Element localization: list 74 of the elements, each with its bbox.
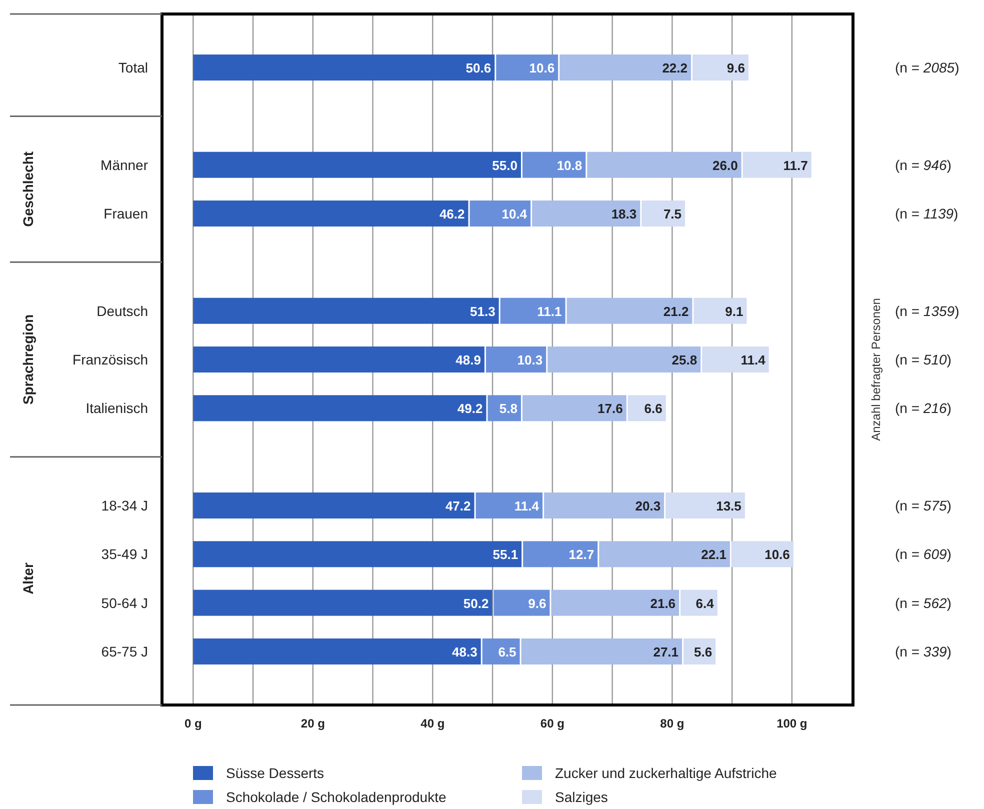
data-label: 10.6 xyxy=(529,60,555,76)
legend-label: Salziges xyxy=(555,789,608,805)
data-label: 10.6 xyxy=(764,547,790,562)
data-label: 21.2 xyxy=(663,304,689,319)
text: (n = 1139) xyxy=(895,206,958,222)
data-label: 21.6 xyxy=(650,596,676,611)
data-label: 13.5 xyxy=(716,498,742,514)
data-label: 5.8 xyxy=(499,401,518,416)
legend-label: Zucker und zuckerhaltige Aufstriche xyxy=(555,765,777,781)
data-label: 7.5 xyxy=(663,206,682,222)
data-label: 5.6 xyxy=(694,644,712,660)
text: Sprachregion xyxy=(20,314,36,405)
data-label: 12.7 xyxy=(568,547,594,562)
legend-label: Süsse Desserts xyxy=(226,765,324,781)
data-label: 17.6 xyxy=(598,401,623,416)
data-label: 22.1 xyxy=(701,547,726,562)
data-label: 22.2 xyxy=(662,60,688,76)
y2-axis-title: Anzahl befragter Personen xyxy=(869,298,883,441)
text: (n = 339) xyxy=(895,643,952,660)
data-label: 6.4 xyxy=(696,596,715,611)
text: (n = 562) xyxy=(895,594,952,611)
data-label: 50.2 xyxy=(463,596,489,611)
text: (n = 575) xyxy=(895,497,952,514)
legend-label: Schokolade / Schokoladenprodukte xyxy=(226,789,446,805)
data-label: 11.4 xyxy=(740,352,766,368)
data-label: 51.3 xyxy=(470,304,496,319)
data-label: 10.3 xyxy=(517,352,543,368)
data-label: 11.4 xyxy=(514,498,540,514)
text: (n = 1359) xyxy=(895,302,960,319)
y-tick-label: 50-64 J xyxy=(101,594,148,611)
data-label: 48.3 xyxy=(452,644,478,660)
y-tick-label: 65-75 J xyxy=(101,643,148,660)
data-label: 55.0 xyxy=(492,158,518,173)
y-tick-label: Italienisch xyxy=(86,400,148,416)
x-tick-label: 40 g xyxy=(420,716,445,731)
data-label: 27.1 xyxy=(653,644,679,660)
data-label: 26.0 xyxy=(712,158,738,173)
data-label: 9.1 xyxy=(725,304,744,319)
text: (n = 2085) xyxy=(895,60,960,76)
data-label: 6.5 xyxy=(498,644,516,660)
text: (n = 946) xyxy=(895,156,952,173)
text: (n = 216) xyxy=(895,400,952,416)
data-label: 50.6 xyxy=(466,60,492,76)
data-label: 11.7 xyxy=(783,158,808,173)
x-tick-label: 100 g xyxy=(776,716,808,731)
y-tick-label: Total xyxy=(118,60,148,76)
data-label: 10.4 xyxy=(502,206,528,222)
y-tick-label: Deutsch xyxy=(96,302,148,319)
data-label: 20.3 xyxy=(635,498,661,514)
x-tick-label: 60 g xyxy=(540,716,564,731)
data-label: 55.1 xyxy=(492,547,518,562)
x-tick-label: 80 g xyxy=(660,716,684,731)
text: (n = 609) xyxy=(895,546,952,562)
text: (n = 510) xyxy=(895,352,952,368)
data-label: 48.9 xyxy=(456,352,481,368)
data-label: 9.6 xyxy=(528,596,546,611)
data-label: 11.1 xyxy=(537,304,562,319)
data-label: 10.8 xyxy=(556,158,582,173)
text: Alter xyxy=(20,562,36,594)
x-tick-label: 0 g xyxy=(184,716,202,731)
data-label: 49.2 xyxy=(457,401,483,416)
y-tick-label: 35-49 J xyxy=(101,546,148,562)
data-label: 18.3 xyxy=(611,206,637,222)
data-label: 25.8 xyxy=(672,352,698,368)
y-tick-label: 18-34 J xyxy=(101,497,148,514)
data-label: 9.6 xyxy=(726,60,746,76)
text: Geschlecht xyxy=(20,151,36,227)
x-tick-label: 20 g xyxy=(300,716,325,731)
data-label: 6.6 xyxy=(644,401,662,416)
data-label: 47.2 xyxy=(445,498,471,514)
y-tick-label: Französisch xyxy=(72,352,148,368)
y-tick-label: Männer xyxy=(100,156,148,173)
data-label: 46.2 xyxy=(439,206,465,222)
y-tick-label: Frauen xyxy=(104,206,148,222)
